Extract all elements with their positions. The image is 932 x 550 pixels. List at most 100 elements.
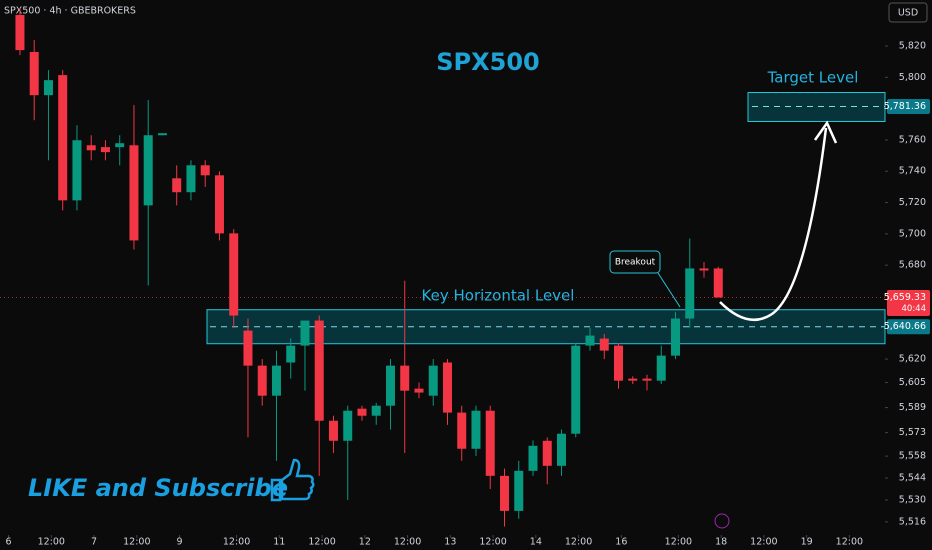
candle-body <box>58 75 68 201</box>
chart-title: SPX500 <box>436 48 539 76</box>
x-tick-label: 11 <box>273 537 285 548</box>
x-tick-label: 12:00 <box>479 537 506 548</box>
projection-arrow <box>719 127 828 322</box>
candle-body <box>556 433 566 466</box>
candle-body <box>656 355 666 381</box>
y-tick-label: 5,573 <box>899 427 926 438</box>
price-label-box <box>887 98 930 114</box>
candle-body <box>442 362 452 413</box>
arrow-head <box>813 120 838 144</box>
x-tick-label: 12 <box>359 537 371 548</box>
candle-body <box>699 268 709 271</box>
x-tick-label: 12:00 <box>665 537 692 548</box>
x-tick-label: 16 <box>615 537 627 548</box>
candle-body <box>115 143 125 148</box>
candle-body <box>300 320 310 346</box>
x-tick-label: 12:00 <box>38 537 65 548</box>
price-label-box <box>887 319 930 335</box>
y-tick-label: 5,558 <box>899 451 926 462</box>
candle-body <box>129 145 139 241</box>
candle-body <box>585 335 595 346</box>
candle-body <box>599 338 609 351</box>
x-tick-label: 13 <box>444 537 456 548</box>
currency[interactable]: USD <box>898 8 918 19</box>
x-tick-label: 12:00 <box>836 537 863 548</box>
symbol-header: SPX500 · 4h · GBEBROKERS <box>4 6 136 17</box>
y-tick-label: 5,544 <box>899 473 926 484</box>
y-tick-label: 5,740 <box>899 166 926 177</box>
x-tick-label: 14 <box>530 537 542 548</box>
y-tick-label: 5,720 <box>899 197 926 208</box>
candle-body <box>642 378 652 381</box>
candle-body <box>343 410 353 441</box>
candle-body <box>243 330 253 366</box>
candle-body <box>229 233 239 316</box>
y-tick-label: 5,680 <box>899 260 926 271</box>
candle-body <box>385 365 395 406</box>
candle-body <box>499 475 509 511</box>
candle-body <box>614 345 624 381</box>
candle-body <box>15 15 25 51</box>
thumb-icon <box>270 458 315 502</box>
y-tick-label: 5,760 <box>899 134 926 145</box>
x-tick-label: 19 <box>801 537 813 548</box>
y-tick-label: 5,589 <box>899 402 926 413</box>
candle-body <box>314 320 324 421</box>
y-tick-label: 5,800 <box>899 72 926 83</box>
key-level-label: Key Horizontal Level <box>422 287 575 305</box>
candle-body <box>271 365 281 396</box>
candle-body <box>471 410 481 449</box>
candle-body <box>485 410 495 476</box>
candle-body <box>514 470 524 511</box>
y-tick-label: 5,530 <box>899 494 926 505</box>
candle-body <box>214 175 224 234</box>
x-tick-label: 9 <box>177 537 183 548</box>
candle-body <box>371 405 381 416</box>
y-tick-label: 5,516 <box>899 516 926 527</box>
candle-body <box>43 80 53 96</box>
x-tick-label: 7 <box>91 537 97 548</box>
target-label: Target Level <box>767 69 859 87</box>
candle-body <box>628 378 638 381</box>
x-tick-label: 6 <box>6 537 12 548</box>
y-tick-label: 5,700 <box>899 228 926 239</box>
candle-body <box>186 165 196 193</box>
x-tick-label: 12:00 <box>750 537 777 548</box>
breakout-box <box>609 250 661 274</box>
candle-body <box>671 318 681 356</box>
candle-body <box>542 440 552 466</box>
price-label: 5,659.33 <box>884 292 926 303</box>
candle-body <box>200 165 210 176</box>
candle-body <box>100 147 110 153</box>
candle-body <box>143 135 153 206</box>
price-label: 5,781.36 <box>884 101 926 112</box>
candle-body <box>286 345 296 363</box>
x-tick-label: 12:00 <box>394 537 421 548</box>
x-tick-label: 12:00 <box>308 537 335 548</box>
x-tick-label: 12:00 <box>223 537 250 548</box>
price-label-box <box>887 290 930 317</box>
candle-body <box>357 408 367 416</box>
candle-body <box>86 145 96 151</box>
x-tick-label: 12:00 <box>565 537 592 548</box>
currency-button[interactable] <box>888 2 928 23</box>
candle-body <box>571 345 581 434</box>
candle-body <box>528 445 538 471</box>
cta-text: LIKE and Subscribe <box>28 474 288 502</box>
candle-body <box>172 178 182 193</box>
candle-body <box>428 365 438 396</box>
candle-body <box>685 268 695 319</box>
y-tick-label: 5,820 <box>899 41 926 52</box>
candle-body <box>157 133 167 136</box>
price-label: 5,640.66 <box>884 321 926 332</box>
candle-body <box>72 140 82 201</box>
x-tick-label: 18 <box>715 537 727 548</box>
candle-body <box>713 268 723 298</box>
candle-body <box>257 365 267 396</box>
price-countdown: 40:44 <box>902 304 927 314</box>
y-tick-label: 5,605 <box>899 377 926 388</box>
candle-body <box>328 420 338 441</box>
breakout-label: Breakout <box>615 258 656 268</box>
